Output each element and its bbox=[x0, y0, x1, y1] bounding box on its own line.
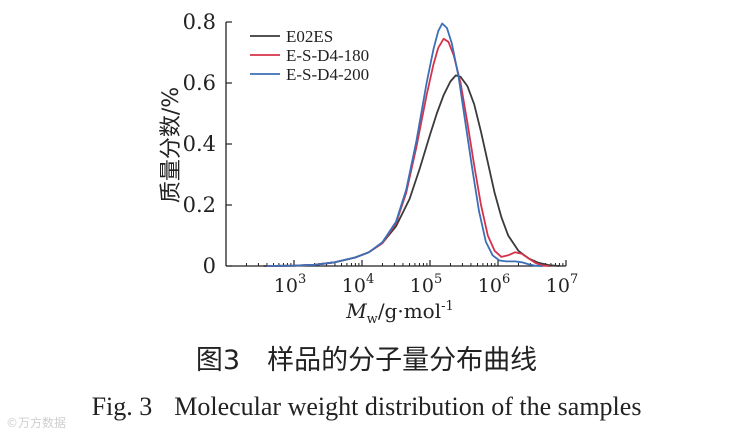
caption-title: Molecular weight distribution of the sam… bbox=[174, 392, 642, 421]
caption-english: Fig. 3 Molecular weight distribution of t… bbox=[0, 392, 733, 422]
x-tick-label: 107 bbox=[546, 272, 578, 297]
axes: 0 0.2 0.4 0.6 0.8 103 104 105 106 107 bbox=[183, 10, 579, 297]
legend-label-1: E02ES bbox=[286, 27, 333, 46]
series-line-3 bbox=[266, 22, 543, 267]
x-tick-label: 103 bbox=[274, 272, 306, 297]
caption-chinese: 图3 样品的分子量分布曲线 bbox=[195, 345, 538, 376]
caption-fig-number: Fig. 3 bbox=[91, 392, 153, 421]
x-tick-label: 105 bbox=[410, 272, 442, 297]
y-tick-label: 0.2 bbox=[183, 193, 216, 217]
watermark: ©万方数据 bbox=[6, 416, 67, 430]
y-tick-label: 0.8 bbox=[183, 10, 216, 34]
y-axis-label: 质量分数/% bbox=[159, 87, 184, 203]
x-axis-label: Mw/g·mol-1 bbox=[345, 299, 454, 327]
legend-label-2: E-S-D4-180 bbox=[286, 46, 369, 65]
y-tick-label: 0.6 bbox=[183, 71, 216, 95]
x-tick-label: 106 bbox=[478, 272, 510, 297]
y-tick-label: 0.4 bbox=[183, 132, 216, 156]
series-lines bbox=[263, 22, 560, 267]
legend-label-3: E-S-D4-200 bbox=[286, 65, 369, 84]
y-tick-label: 0 bbox=[203, 254, 216, 278]
x-tick-label: 104 bbox=[342, 272, 374, 297]
